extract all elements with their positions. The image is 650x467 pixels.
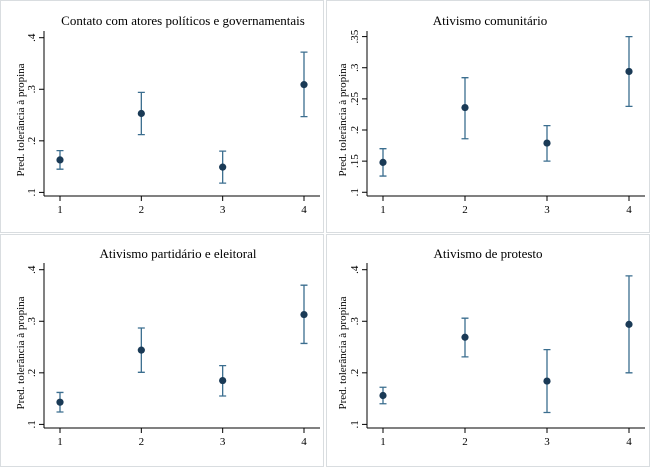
panel-3-title: Ativismo partidário e eleitoral (99, 246, 256, 261)
panel-3-x-tick-label: 2 (139, 436, 145, 448)
panel-4-x-tick-label: 3 (544, 436, 550, 448)
panel-4-point (543, 377, 551, 385)
panel-2-title: Ativismo comunitário (433, 13, 547, 28)
panel-3-point (300, 310, 308, 319)
panel-2-plot-area: .1 .15 .2 .25 .3 .35 1 2 3 4 (349, 29, 633, 216)
panel-3-plot-area: .1 .2 .3 .4 1 2 3 4 (26, 265, 308, 448)
panel-1-x-tick-label: 3 (220, 204, 226, 216)
panel-3-x-tick-label: 4 (301, 436, 307, 448)
panel-3-point (56, 398, 64, 406)
panel-2-y-tick-label: .25 (349, 91, 361, 105)
panel-2-y-tick-label: .2 (349, 126, 361, 134)
panel-4-point (461, 333, 469, 341)
panel-1-plot-area: .1 .2 .3 .4 1 2 3 4 (26, 33, 308, 216)
panel-2-point (379, 158, 387, 166)
panel-4-y-tick-label: .3 (349, 317, 361, 326)
panel-2-y-axis-label: Pred. tolerância à propina (337, 63, 349, 176)
panel-1-y-axis-label: Pred. tolerância à propina (15, 63, 27, 176)
panel-2-point (625, 67, 633, 76)
panel-2-y-tick-label: .35 (349, 29, 361, 43)
panel-3: Ativismo partidário e eleitoral Pred. to… (0, 234, 324, 467)
panel-2-x-tick-label: 3 (544, 204, 550, 216)
panel-4-y-tick-label: .4 (349, 265, 361, 274)
panel-2-y-tick-label: .1 (349, 188, 361, 196)
panel-3-y-tick-label: .2 (26, 369, 38, 377)
panel-1-point (137, 109, 145, 118)
panel-1-background (0, 0, 324, 233)
panel-2-y-tick-label: .3 (349, 63, 361, 72)
panel-3-y-tick-label: .3 (26, 317, 38, 326)
panel-1-x-tick-label: 4 (301, 204, 307, 216)
panel-3-point (137, 346, 145, 354)
panel-3-x-tick-label: 3 (220, 436, 226, 448)
panel-1-point (56, 156, 64, 164)
panel-4-y-axis-label: Pred. tolerância à propina (337, 296, 349, 409)
panel-1-y-tick-label: .3 (26, 85, 38, 94)
panel-3-point (219, 376, 227, 385)
panel-3-background (0, 234, 324, 467)
panel-3-x-tick-label: 1 (57, 436, 63, 448)
panel-2-x-tick-label: 4 (626, 204, 632, 216)
panel-4-background (326, 234, 650, 467)
panel-4-x-tick-label: 4 (626, 436, 632, 448)
panel-4-point (379, 391, 387, 400)
panel-3-y-axis-label: Pred. tolerância à propina (15, 296, 27, 409)
panel-2: Ativismo comunitário Pred. tolerância à … (326, 0, 650, 233)
panel-1-y-tick-label: .2 (26, 137, 38, 145)
panel-4: Ativismo de protesto Pred. tolerância à … (326, 234, 650, 467)
panel-1-point (300, 81, 308, 89)
panel-1-x-tick-label: 1 (57, 204, 63, 216)
panel-3-y-tick-label: .4 (26, 265, 38, 274)
panel-2-y-tick-label: .15 (349, 154, 361, 168)
panel-4-y-tick-label: .2 (349, 369, 361, 377)
panel-3-y-tick-label: .1 (26, 420, 38, 428)
panel-4-x-tick-label: 1 (380, 436, 386, 448)
panel-4-title: Ativismo de protesto (433, 246, 542, 261)
panel-4-x-tick-label: 2 (462, 436, 468, 448)
panel-1-title: Contato com atores políticos e govername… (61, 13, 305, 28)
panel-1-x-tick-label: 2 (139, 204, 145, 216)
panel-2-background (326, 0, 650, 233)
panel-1-point (219, 163, 227, 171)
panel-4-y-tick-label: .1 (349, 420, 361, 428)
panel-2-x-tick-label: 1 (380, 204, 386, 216)
panel-4-plot-area: .1 .2 .3 .4 1 2 3 4 (349, 265, 633, 448)
panel-1-y-tick-label: .4 (26, 33, 38, 42)
panel-1-y-tick-label: .1 (26, 188, 38, 196)
panel-4-point (625, 320, 633, 328)
panel-1: Contato com atores políticos e govername… (0, 0, 324, 233)
panel-2-point (461, 103, 469, 112)
panel-2-point (543, 139, 551, 147)
panel-2-x-tick-label: 2 (462, 204, 468, 216)
